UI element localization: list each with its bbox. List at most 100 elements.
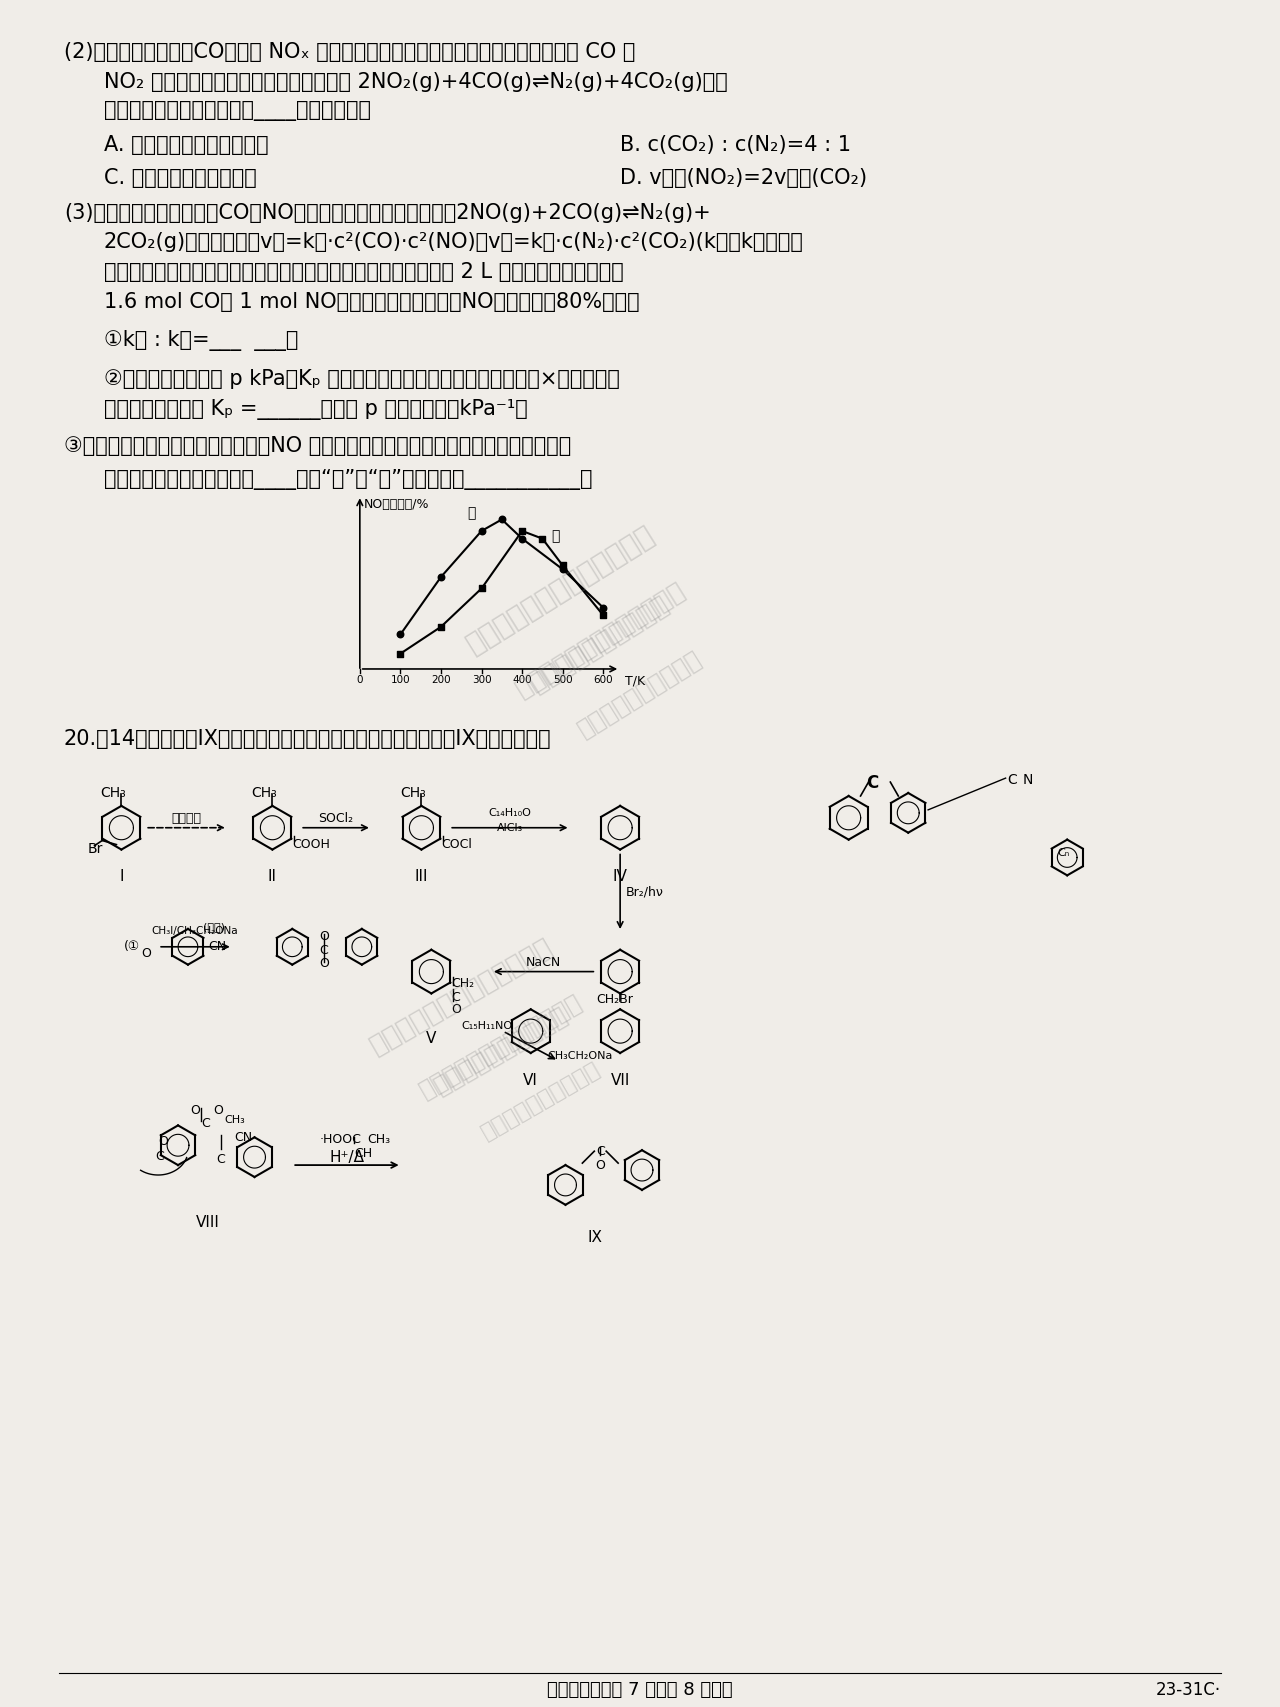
Text: ①k正 : k逆=___  ___。: ①k正 : k逆=___ ___。	[104, 329, 298, 350]
Text: NaCN: NaCN	[526, 956, 561, 970]
Text: 正、逆反应的速率常数，只与温度有关）。某温度下，在体积为 2 L 的恒容密闭容器中充入: 正、逆反应的速率常数，只与温度有关）。某温度下，在体积为 2 L 的恒容密闭容器…	[104, 263, 623, 282]
Text: 23-31C·: 23-31C·	[1156, 1681, 1221, 1698]
Point	[471, 517, 492, 545]
Point	[471, 575, 492, 603]
Text: T/K: T/K	[625, 674, 645, 688]
Text: 0: 0	[357, 674, 364, 685]
Text: VIII: VIII	[196, 1215, 220, 1229]
Point	[431, 563, 452, 591]
Text: VII: VII	[611, 1072, 630, 1087]
Text: O: O	[159, 1135, 168, 1149]
Text: 200: 200	[431, 674, 451, 685]
Text: CH₂Br: CH₂Br	[596, 993, 634, 1007]
Text: O: O	[189, 1103, 200, 1116]
Text: SOCl₂: SOCl₂	[319, 813, 353, 824]
Text: 微信搜索小程序，高考早知道: 微信搜索小程序，高考早知道	[462, 521, 659, 659]
Text: (链式): (链式)	[202, 922, 225, 932]
Text: C: C	[596, 1145, 604, 1159]
Text: 第一时间获取最新资料: 第一时间获取最新资料	[477, 1058, 604, 1142]
Text: CH₃: CH₃	[101, 785, 127, 801]
Text: COOH: COOH	[292, 838, 330, 850]
Text: NO₂ 气体通入恒容密闭容器中，发生反应 2NO₂(g)+4CO(g)⇌N₂(g)+4CO₂(g)。下: NO₂ 气体通入恒容密闭容器中，发生反应 2NO₂(g)+4CO(g)⇌N₂(g…	[104, 72, 727, 92]
Point	[553, 556, 573, 584]
Text: C₁₅H₁₁NO: C₁₅H₁₁NO	[461, 1021, 512, 1031]
Text: C: C	[216, 1154, 225, 1166]
Text: CH₃: CH₃	[401, 785, 426, 801]
Text: IX: IX	[588, 1229, 603, 1244]
Text: 甲: 甲	[467, 505, 476, 521]
Text: 300: 300	[472, 674, 492, 685]
Text: 第一时间获取最新资料: 第一时间获取最新资料	[573, 647, 707, 741]
Text: C: C	[320, 944, 329, 958]
Text: CH₃: CH₃	[367, 1133, 390, 1147]
Text: (3)汽车尾气中含有较多的CO和NO，在催化剂作用下，发生反应2NO(g)+2CO(g)⇌N₂(g)+: (3)汽车尾气中含有较多的CO和NO，在催化剂作用下，发生反应2NO(g)+2C…	[64, 203, 710, 222]
Text: 第一时间获取最新资料: 第一时间获取最新资料	[526, 591, 675, 696]
Text: I: I	[119, 869, 124, 884]
Text: 《高三化学　第 7 页（共 8 面）》: 《高三化学 第 7 页（共 8 面）》	[547, 1681, 733, 1698]
Text: ·HOOC: ·HOOC	[320, 1133, 362, 1147]
Text: IV: IV	[613, 869, 627, 884]
Point	[532, 526, 553, 553]
Point	[553, 551, 573, 579]
Text: AlCl₃: AlCl₃	[497, 823, 524, 833]
Text: O: O	[212, 1103, 223, 1116]
Text: O: O	[141, 947, 151, 959]
Text: CH: CH	[353, 1147, 372, 1161]
Point	[512, 517, 532, 545]
Text: O: O	[319, 956, 329, 970]
Text: 乙: 乙	[552, 529, 559, 543]
Text: 列可判断反应达到平衡的是____（填标号）。: 列可判断反应达到平衡的是____（填标号）。	[104, 101, 370, 121]
Text: C: C	[155, 1151, 164, 1162]
Text: 500: 500	[553, 674, 572, 685]
Text: N: N	[1023, 773, 1033, 787]
Point	[492, 505, 512, 533]
Text: ②平衡时体系压强为 p kPa，Kₚ 为用分压表示的平衡常数（分压＝总压×物质的量分: ②平衡时体系压强为 p kPa，Kₚ 为用分压表示的平衡常数（分压＝总压×物质的…	[104, 369, 620, 389]
Text: 第一时间获取最新资料: 第一时间获取最新资料	[430, 1004, 572, 1099]
Text: H⁺/Δ: H⁺/Δ	[329, 1151, 365, 1166]
Text: CN: CN	[207, 941, 227, 953]
Text: CH₃: CH₃	[252, 785, 278, 801]
Text: C₁₄H₁₀O: C₁₄H₁₀O	[489, 807, 531, 818]
Text: 600: 600	[594, 674, 613, 685]
Point	[431, 613, 452, 640]
Text: Br: Br	[87, 842, 102, 855]
Text: O: O	[452, 1004, 461, 1016]
Text: CN: CN	[234, 1132, 252, 1144]
Text: C: C	[867, 775, 878, 792]
Text: ③反应在不同催化剂甲、乙条件下，NO 的脱氮率在相同时间内随温度的变化如图所示。: ③反应在不同催化剂甲、乙条件下，NO 的脱氮率在相同时间内随温度的变化如图所示。	[64, 435, 571, 456]
Text: 数），则平衡常数 Kₚ =______（用含 p 的式子表示）kPa⁻¹。: 数），则平衡常数 Kₚ =______（用含 p 的式子表示）kPa⁻¹。	[104, 399, 527, 420]
Text: C. 容器内总压强不再改变: C. 容器内总压强不再改变	[104, 167, 256, 188]
Text: O: O	[595, 1159, 605, 1173]
Text: C: C	[201, 1118, 210, 1130]
Text: II: II	[268, 869, 276, 884]
Text: 多步反应: 多步反应	[172, 813, 201, 824]
Text: CH₃I/CH₃CH₂ONa: CH₃I/CH₃CH₂ONa	[151, 925, 238, 935]
Text: 2CO₂(g)。实验测得：v正=k正·c²(CO)·c²(NO)，v逆=k逆·c(N₂)·c²(CO₂)(k正、k逆分别为: 2CO₂(g)。实验测得：v正=k正·c²(CO)·c²(NO)，v逆=k逆·c…	[104, 232, 804, 253]
Text: Cₙ: Cₙ	[1057, 848, 1070, 857]
Point	[390, 621, 411, 649]
Text: 1.6 mol CO和 1 mol NO，当反应达到平衡时，NO的转化率为80%，则：: 1.6 mol CO和 1 mol NO，当反应达到平衡时，NO的转化率为80%…	[104, 292, 639, 312]
Text: COCl: COCl	[442, 838, 472, 850]
Text: CH₂: CH₂	[452, 976, 475, 990]
Text: C: C	[1007, 773, 1018, 787]
Text: 微信搜索小程序，高考早知道: 微信搜索小程序，高考早知道	[511, 577, 690, 702]
Text: 20.（14分）有机物IX是合成鄹基布洛芬的重要中间体，一种合成IX的路线如图：: 20.（14分）有机物IX是合成鄹基布洛芬的重要中间体，一种合成IX的路线如图：	[64, 729, 552, 748]
Text: NO的脱氮率/%: NO的脱氮率/%	[364, 498, 429, 512]
Point	[593, 601, 613, 628]
Point	[512, 526, 532, 553]
Text: CH₃CH₂ONa: CH₃CH₂ONa	[548, 1052, 613, 1062]
Text: 微信搜索小程序，高考早知道: 微信搜索小程序，高考早知道	[365, 934, 557, 1060]
Text: (2)在催化剂作用下，CO也能将 NOₓ 转化为无毒清洁物质，恒温条件下，将一定量的 CO 与: (2)在催化剂作用下，CO也能将 NOₓ 转化为无毒清洁物质，恒温条件下，将一定…	[64, 43, 635, 61]
Text: O: O	[319, 930, 329, 942]
Point	[593, 594, 613, 621]
Text: B. c(CO₂) : c(N₂)=4 : 1: B. c(CO₂) : c(N₂)=4 : 1	[620, 135, 851, 155]
Text: V: V	[426, 1031, 436, 1046]
Text: 400: 400	[512, 674, 532, 685]
Text: (①: (①	[123, 941, 140, 953]
Text: VI: VI	[524, 1072, 538, 1087]
Text: A. 混合气体的密度保持不变: A. 混合气体的密度保持不变	[104, 135, 268, 155]
Text: 微信搜索小程序，高考早知道: 微信搜索小程序，高考早知道	[416, 990, 586, 1103]
Text: Br₂/hν: Br₂/hν	[626, 886, 664, 898]
Text: C: C	[452, 992, 460, 1004]
Point	[390, 640, 411, 667]
